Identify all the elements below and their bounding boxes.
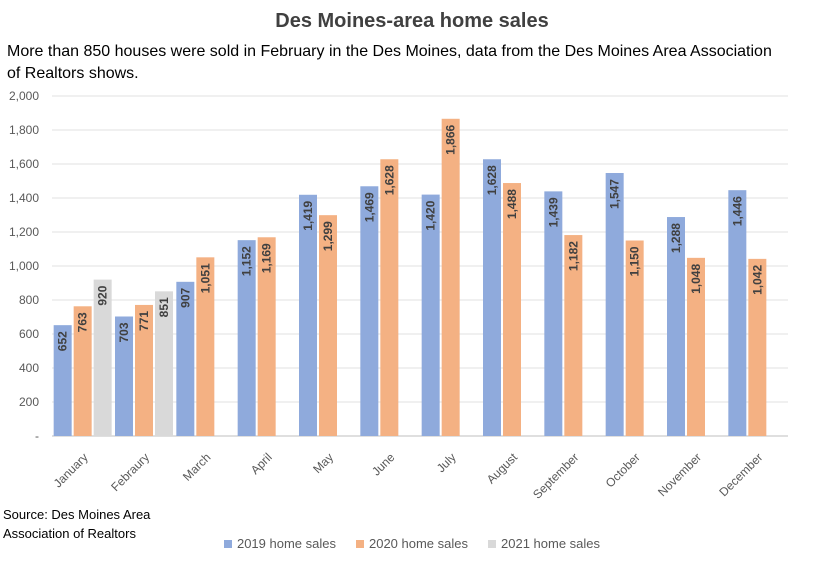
legend-item-2020: 2020 home sales (355, 536, 468, 551)
bar-2019 (115, 316, 133, 436)
bar-2020 (135, 304, 153, 436)
data-label: 1,547 (608, 179, 622, 209)
data-label: 1,439 (546, 197, 560, 227)
bar-2019 (176, 281, 195, 436)
data-label: 1,150 (628, 246, 642, 276)
data-label: 1,042 (750, 265, 764, 295)
legend-swatch-2019 (223, 539, 232, 548)
bar-2021 (155, 291, 173, 436)
bar-2019 (667, 217, 685, 436)
data-label: 1,628 (485, 165, 499, 195)
y-tick-label: 1,200 (9, 225, 39, 239)
data-label: 652 (56, 331, 70, 351)
legend-swatch-2021 (488, 539, 496, 548)
data-label: 1,866 (444, 124, 458, 154)
x-tick-label: August (484, 450, 521, 487)
x-tick-label: November (655, 450, 704, 499)
data-label: 920 (96, 285, 110, 305)
data-label: 771 (137, 311, 151, 331)
bar-2021 (93, 279, 112, 436)
bar-2019 (53, 325, 72, 436)
chart-title: Des Moines-area home sales (275, 10, 549, 32)
data-label: 763 (76, 312, 90, 332)
x-tick-label: January (51, 450, 91, 490)
data-label: 1,299 (321, 221, 335, 251)
legend-label-2019: 2019 home sales (236, 536, 336, 551)
data-label: 1,051 (198, 263, 212, 293)
source-note: Source: Des Moines Area Association of R… (3, 505, 150, 543)
data-label: 851 (157, 297, 171, 317)
bar-2019 (483, 159, 501, 437)
legend-item-2019: 2019 home sales (223, 536, 336, 551)
data-label: 1,288 (669, 223, 683, 253)
data-label: 1,446 (730, 196, 744, 226)
y-tick-label: 600 (19, 327, 39, 341)
y-tick-label: - (35, 429, 39, 443)
y-tick-label: 200 (19, 395, 39, 409)
y-tick-label: 2,000 (9, 89, 39, 103)
bar-2020 (687, 257, 705, 436)
source-line-1: Source: Des Moines Area (3, 507, 151, 522)
y-tick-label: 1,800 (9, 123, 39, 137)
bar-2020 (503, 183, 521, 436)
y-tick-label: 1,000 (9, 259, 39, 273)
bar-2020 (441, 118, 460, 436)
data-label: 1,420 (424, 200, 438, 230)
x-tick-label: March (180, 450, 213, 483)
bar-2019 (299, 194, 317, 436)
legend-swatch-2020 (355, 539, 364, 548)
bar-2020 (196, 257, 215, 436)
y-tick-label: 400 (19, 361, 39, 375)
legend-item-2021: 2021 home sales (488, 536, 600, 551)
bar-2020 (257, 237, 276, 436)
data-label: 1,419 (301, 200, 315, 230)
data-label: 907 (178, 287, 192, 307)
bar-2020 (73, 306, 92, 436)
bar-2020 (564, 235, 583, 436)
bar-2020 (748, 258, 767, 436)
data-label: 1,469 (362, 192, 376, 222)
data-label: 1,152 (240, 246, 254, 276)
legend-label-2021: 2021 home sales (501, 536, 601, 551)
bar-2019 (421, 194, 440, 436)
data-label: 1,048 (689, 264, 703, 294)
x-tick-label: May (310, 450, 336, 476)
y-tick-label: 800 (19, 293, 39, 307)
bar-2020 (625, 240, 644, 436)
data-label: 1,182 (566, 241, 580, 271)
bar-2019 (360, 186, 379, 436)
bar-2019 (605, 173, 624, 436)
bar-2020 (319, 215, 337, 436)
chart-subtitle: More than 850 houses were sold in Februa… (7, 43, 772, 82)
data-label: 703 (117, 322, 131, 342)
x-tick-label: June (369, 450, 398, 479)
x-tick-label: October (603, 450, 643, 490)
bar-2019 (544, 191, 563, 436)
x-tick-label: Febraury (108, 450, 152, 494)
bar-2019 (237, 240, 256, 436)
x-tick-label: April (248, 450, 275, 477)
x-tick-label: September (530, 450, 581, 501)
x-tick-label: July (434, 450, 459, 475)
source-line-2: Association of Realtors (3, 526, 136, 541)
bar-2019 (728, 190, 747, 436)
y-tick-label: 1,600 (9, 157, 39, 171)
data-label: 1,169 (260, 243, 274, 273)
y-tick-label: 1,400 (9, 191, 39, 205)
data-label: 1,488 (505, 189, 519, 219)
data-label: 1,628 (382, 165, 396, 195)
legend: 2019 home sales 2020 home sales 2021 hom… (0, 536, 824, 551)
legend-label-2020: 2020 home sales (368, 536, 468, 551)
x-tick-label: December (716, 450, 765, 499)
bar-2020 (380, 159, 399, 437)
